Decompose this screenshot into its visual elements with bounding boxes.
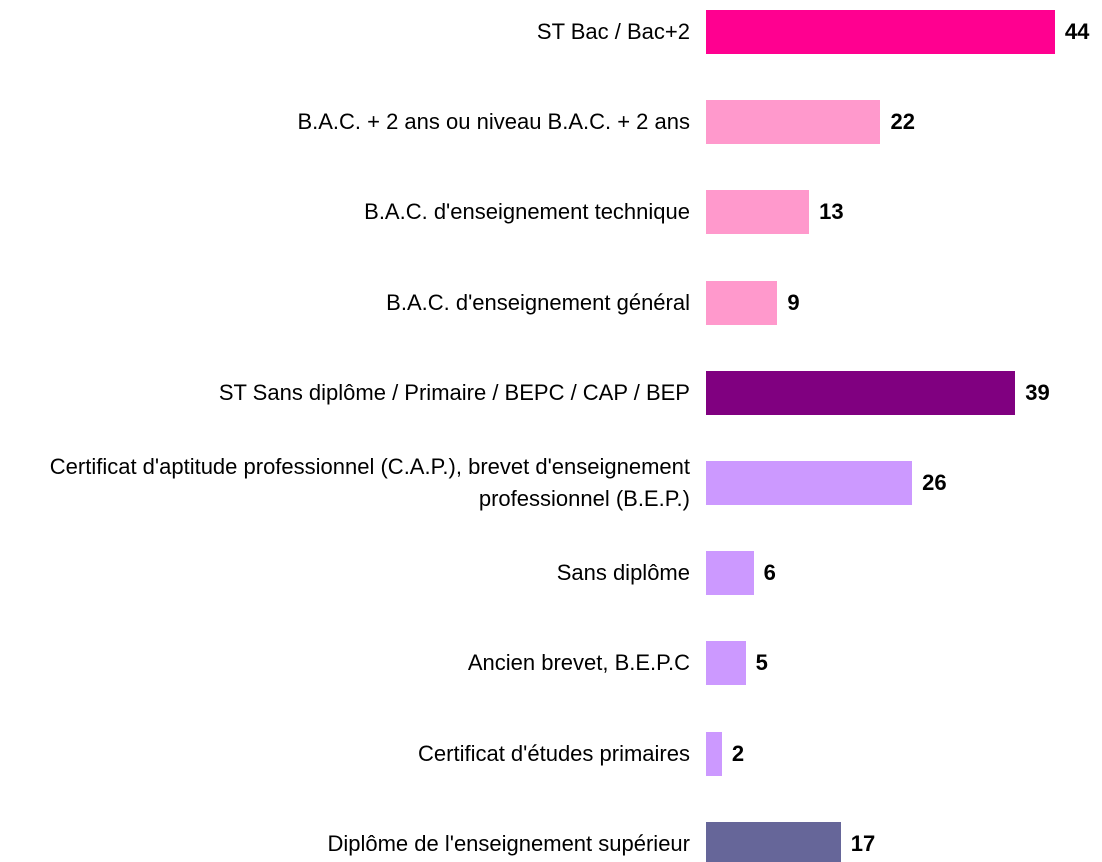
category-label: Diplôme de l'enseignement supérieur [327, 830, 690, 856]
value-label: 22 [890, 109, 915, 135]
category-label: Sans diplôme [556, 560, 690, 586]
category-label: B.A.C. d'enseignement technique [364, 199, 690, 225]
bar [706, 280, 778, 325]
value-label: 17 [850, 830, 876, 856]
bar [706, 370, 1016, 415]
category-label: ST Sans diplôme / Primaire / BEPC / CAP … [218, 379, 690, 405]
category-label: B.A.C. d'enseignement général [386, 289, 690, 315]
bar [706, 10, 1055, 54]
bar [706, 641, 746, 686]
bar [706, 821, 841, 862]
value-label: 6 [763, 560, 776, 586]
value-label: 26 [922, 470, 947, 495]
value-label: 5 [755, 650, 768, 676]
category-label: Certificat d'aptitude professionnel (C.A… [49, 454, 690, 511]
bar [706, 551, 754, 596]
value-label: 44 [1064, 19, 1090, 44]
bar [706, 731, 722, 776]
bar [706, 190, 810, 235]
value-label: 39 [1025, 379, 1050, 405]
category-label: Certificat d'études primaires [418, 740, 690, 766]
value-label: 2 [731, 740, 745, 766]
bar [706, 100, 881, 145]
category-label: Ancien brevet, B.E.P.C [467, 650, 690, 676]
value-label: 13 [819, 199, 844, 225]
category-label: B.A.C. + 2 ans ou niveau B.A.C. + 2 ans [297, 109, 690, 135]
category-label: ST Bac / Bac+2 [536, 19, 690, 44]
bar [706, 461, 913, 505]
value-label: 9 [787, 289, 800, 315]
